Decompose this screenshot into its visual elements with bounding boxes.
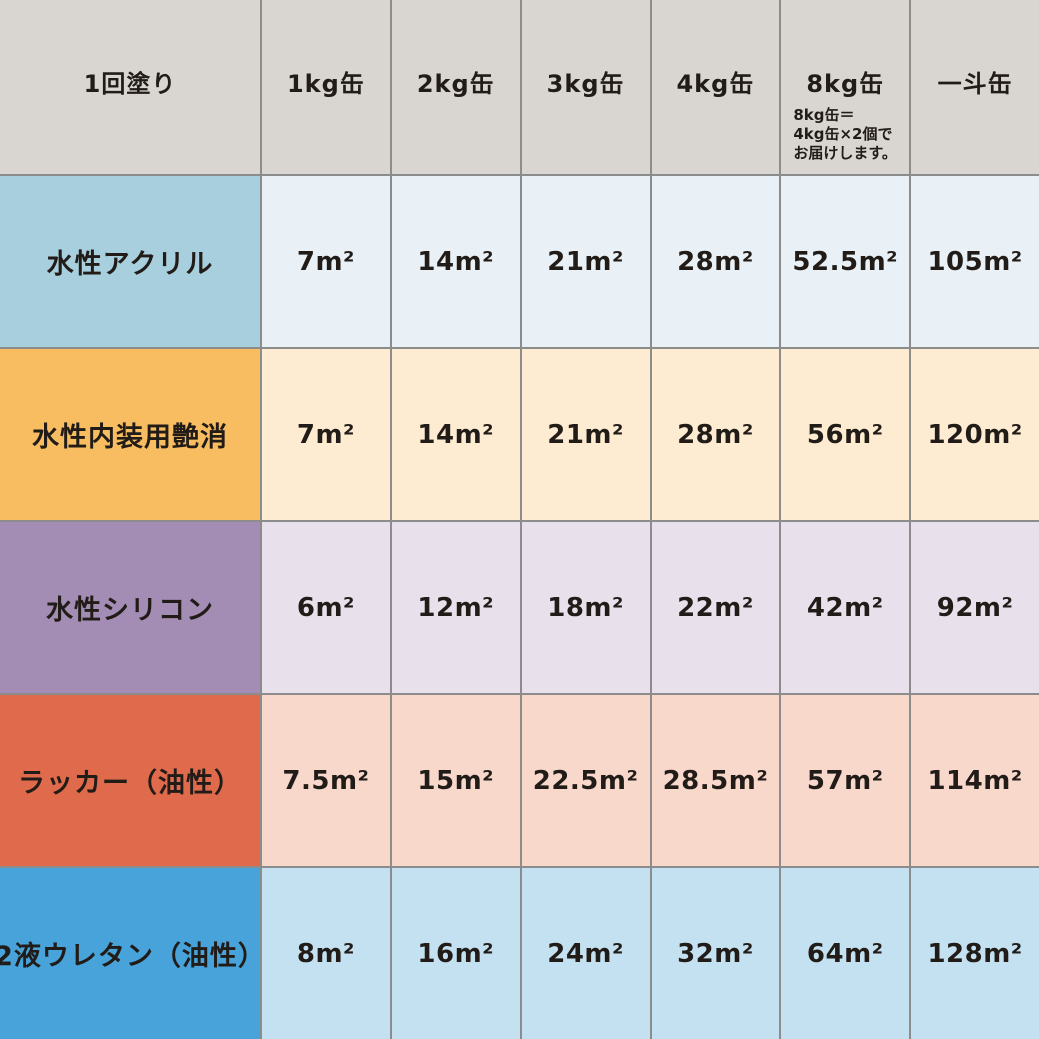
header-8kg-note-line: 8kg缶＝ [793, 106, 855, 124]
coverage-cell: 8m² [262, 868, 390, 1039]
header-8kg-note-line: お届けします。 [793, 144, 897, 162]
coverage-cell: 64m² [781, 868, 910, 1039]
coverage-cell: 56m² [781, 349, 910, 520]
coverage-cell: 14m² [391, 176, 520, 347]
coverage-cell: 28.5m² [651, 695, 780, 866]
coverage-cell: 16m² [391, 868, 520, 1039]
coverage-cell: 52.5m² [781, 176, 910, 347]
coverage-cell: 42m² [781, 522, 910, 693]
header-col-8kg: 8kg缶 8kg缶＝ 4kg缶×2個で お届けします。 [781, 0, 910, 174]
coverage-cell: 21m² [521, 176, 650, 347]
coverage-cell: 14m² [391, 349, 520, 520]
header-col-itto: 一斗缶 [911, 0, 1039, 174]
row-label-suisei-acrylic: 水性アクリル [0, 176, 260, 347]
header-col-label: 1kg缶 [286, 70, 365, 98]
header-col-3kg: 3kg缶 [521, 0, 650, 174]
coverage-cell: 6m² [262, 522, 390, 693]
header-col-4kg: 4kg缶 [651, 0, 780, 174]
coverage-cell: 32m² [651, 868, 780, 1039]
header-corner-label: 1回塗り [83, 70, 177, 98]
row-label-suisei-naisou-tsuyakeshi: 水性内装用艶消 [0, 349, 260, 520]
row-label-suisei-silicon: 水性シリコン [0, 522, 260, 693]
coverage-cell: 22m² [651, 522, 780, 693]
coverage-cell: 18m² [521, 522, 650, 693]
coverage-cell: 105m² [911, 176, 1039, 347]
coverage-cell: 114m² [911, 695, 1039, 866]
coverage-cell: 92m² [911, 522, 1039, 693]
header-col-label: 4kg缶 [676, 70, 755, 98]
coverage-cell: 7m² [262, 349, 390, 520]
coverage-cell: 22.5m² [521, 695, 650, 866]
coverage-cell: 15m² [391, 695, 520, 866]
header-col-label: 3kg缶 [546, 70, 625, 98]
coverage-cell: 21m² [521, 349, 650, 520]
header-8kg-note: 8kg缶＝ 4kg缶×2個で お届けします。 [781, 106, 897, 163]
header-col-2kg: 2kg缶 [391, 0, 520, 174]
header-col-label: 8kg缶 [806, 70, 885, 98]
header-8kg-note-line: 4kg缶×2個で [793, 125, 893, 143]
coverage-cell: 12m² [391, 522, 520, 693]
coverage-cell: 7m² [262, 176, 390, 347]
coverage-cell: 57m² [781, 695, 910, 866]
header-col-label: 2kg缶 [416, 70, 495, 98]
header-corner: 1回塗り [0, 0, 260, 174]
coverage-cell: 7.5m² [262, 695, 390, 866]
coverage-cell: 28m² [651, 176, 780, 347]
header-col-label: 一斗缶 [937, 70, 1013, 98]
coverage-cell: 120m² [911, 349, 1039, 520]
header-col-1kg: 1kg缶 [262, 0, 390, 174]
coverage-cell: 24m² [521, 868, 650, 1039]
coverage-cell: 28m² [651, 349, 780, 520]
coverage-cell: 128m² [911, 868, 1039, 1039]
row-label-lacquer-yusei: ラッカー（油性） [0, 695, 260, 866]
row-label-niekiurethane-yusei: 2液ウレタン（油性） [0, 868, 260, 1039]
